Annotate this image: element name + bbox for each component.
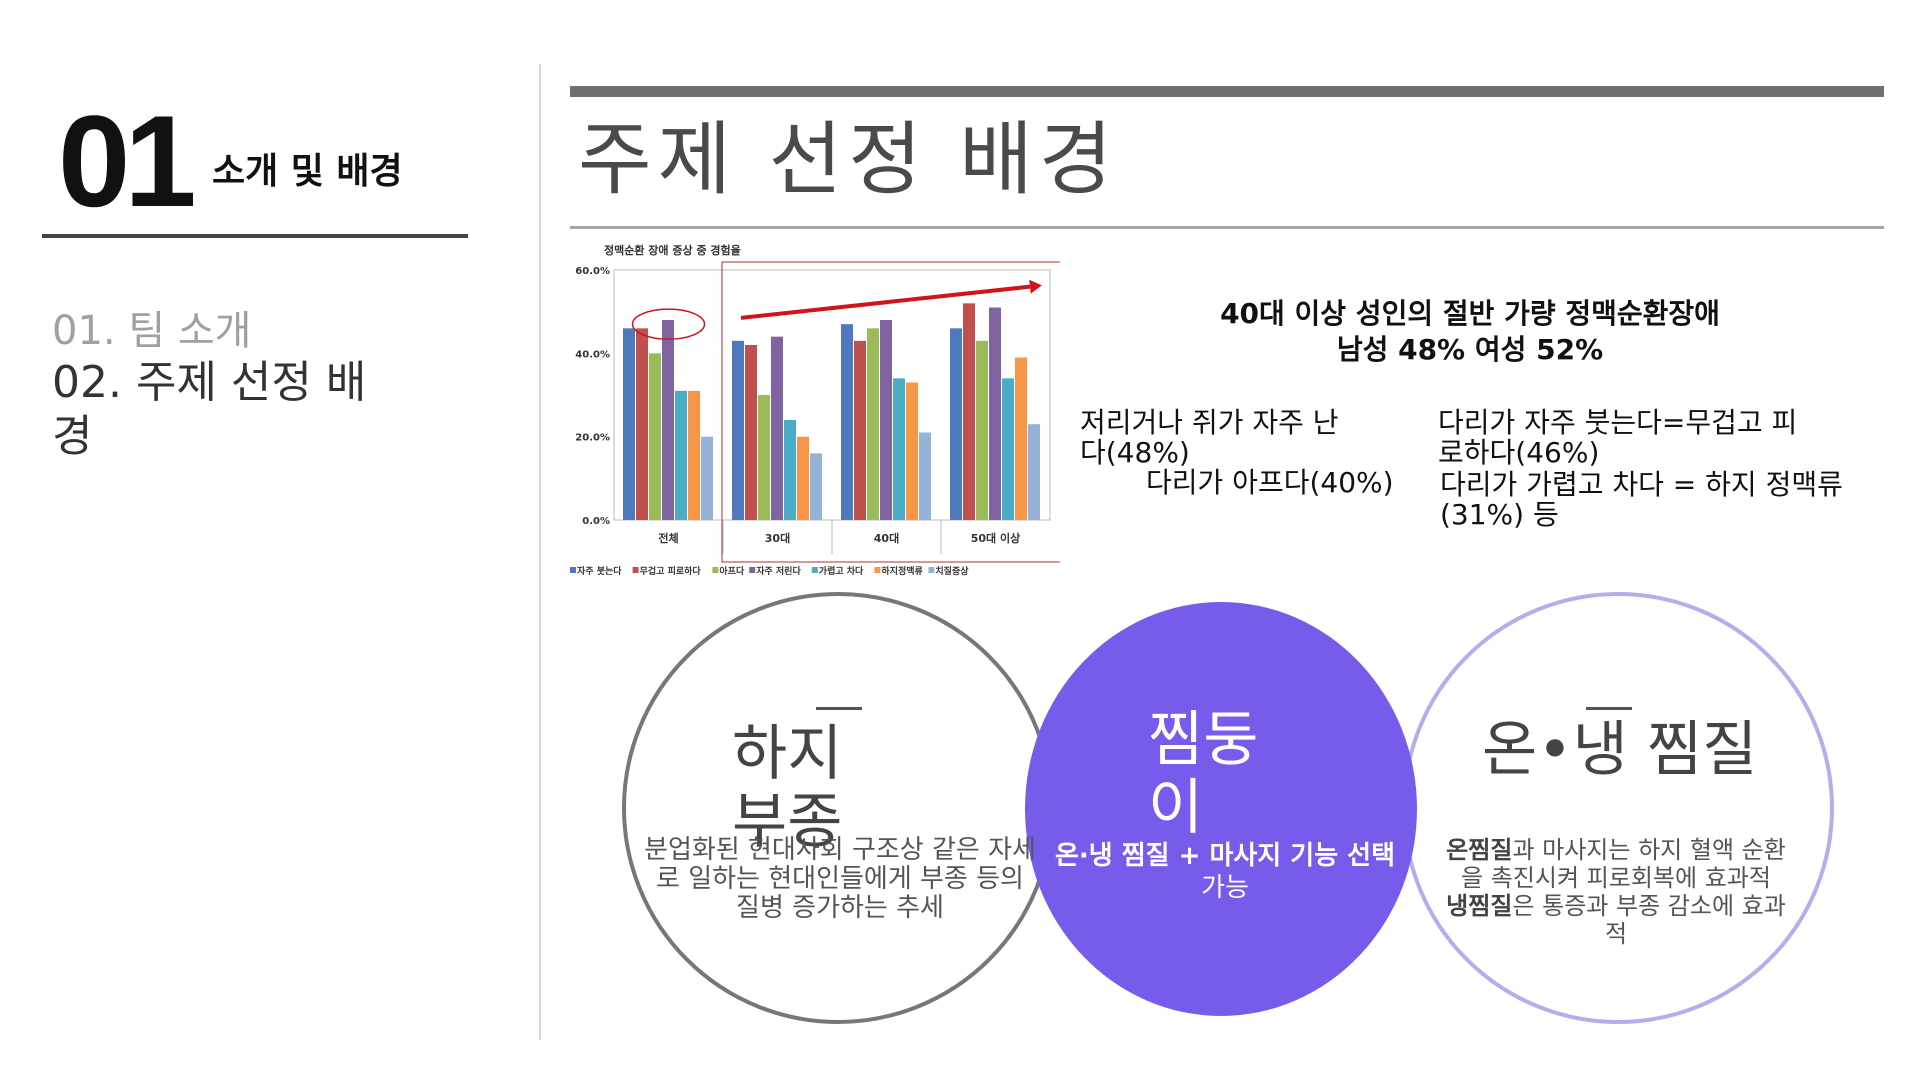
bar	[880, 320, 892, 520]
legend-entry: 자주 붓는다	[577, 565, 622, 577]
circle-center-body-rest: 가능	[1201, 873, 1249, 903]
trend-arrow	[740, 284, 1031, 320]
bar	[701, 436, 713, 520]
bar	[906, 382, 918, 520]
x-tick-label: 40대	[874, 531, 899, 545]
bar	[745, 345, 757, 520]
bar	[989, 307, 1001, 520]
bar	[841, 324, 853, 520]
bar	[1002, 378, 1014, 520]
circle-right-line-1: 온찜질과 마사지는 하지 혈액 순환을 촉진시켜 피로회복에 효과적	[1436, 836, 1796, 892]
legend-swatch	[811, 567, 818, 573]
header-bar	[570, 86, 1884, 97]
bar	[675, 390, 687, 520]
bar	[623, 328, 635, 520]
circle-product	[1025, 602, 1417, 1016]
y-tick-label: 0.0%	[582, 516, 610, 527]
section-divider	[42, 234, 468, 238]
bar	[688, 390, 700, 520]
bar	[950, 328, 962, 520]
x-tick-label: 전체	[658, 531, 678, 545]
legend-swatch	[928, 567, 935, 573]
circle-right-title: 온•냉 찜질	[1482, 715, 1758, 785]
age-group-box	[721, 261, 1060, 563]
circle-left-body: 분업화된 현대사회 구조상 같은 자세로 일하는 현대인들에게 부종 등의 질병…	[644, 835, 1036, 923]
symptom-text-4: 다리가 가렵고 차다 = 하지 정맥류(31%) 등	[1440, 468, 1843, 531]
vertical-divider	[539, 64, 541, 1040]
symptom-text-1: 저리거나 쥐가 자주 난다(48%)	[1080, 406, 1339, 469]
legend-entry: 자주 저린다	[756, 565, 801, 577]
bar	[963, 303, 975, 520]
symptom-text-2: 다리가 아프다(40%)	[1146, 466, 1394, 499]
legend-swatch	[712, 567, 719, 573]
y-tick-label: 60.0%	[575, 266, 610, 277]
page-title: 주제 선정 배경	[578, 113, 1119, 206]
bar	[919, 432, 931, 520]
legend-entry: 아프다	[719, 565, 745, 577]
symptom-bar-chart: 정맥순환 장애 증상 중 경험율 0.0% 20.0% 40.0% 60.0% 전체 30대…	[570, 243, 1060, 577]
legend-swatch	[632, 567, 639, 573]
trend-arrow-head	[1029, 279, 1042, 294]
legend-swatch	[749, 567, 756, 573]
bar	[649, 353, 661, 520]
highlight-ellipse	[631, 308, 706, 340]
bar	[636, 328, 648, 520]
bar	[758, 395, 770, 520]
bar	[662, 320, 674, 520]
symptom-text-3: 다리가 자주 붓는다=무겁고 피로하다(46%)	[1438, 406, 1798, 469]
bar	[867, 328, 879, 520]
legend-swatch	[874, 567, 881, 573]
circle-center-title: 찜둥이	[1148, 705, 1259, 843]
x-tick-label: 50대 이상	[971, 531, 1021, 545]
title-dash-mark	[816, 707, 862, 710]
bar	[784, 420, 796, 520]
bar	[797, 436, 809, 520]
bar	[854, 340, 866, 520]
circle-right-body: 온찜질과 마사지는 하지 혈액 순환을 촉진시켜 피로회복에 효과적 냉찜질은 …	[1436, 836, 1796, 948]
legend-entry: 무겁고 피로하다	[640, 565, 702, 577]
title-dash-mark	[1586, 707, 1632, 710]
circle-left-title: 하지 부종	[732, 719, 843, 857]
legend-entry: 치질증상	[935, 565, 969, 577]
legend-entry: 하지정맥류	[881, 565, 922, 577]
legend-entry: 가렵고 차다	[819, 565, 864, 577]
x-tick-label: 30대	[765, 531, 790, 545]
circle-right-line-2: 냉찜질은 통증과 부종 감소에 효과적	[1436, 892, 1796, 948]
headline: 40대 이상 성인의 절반 가량 정맥순환장애 남성 48% 여성 52%	[1120, 296, 1820, 368]
headline-line-2: 남성 48% 여성 52%	[1336, 333, 1604, 366]
bar	[893, 378, 905, 520]
circle-hot-cold-compress	[1402, 592, 1834, 1024]
hot-compress-label: 온찜질	[1446, 836, 1513, 864]
bar	[1015, 357, 1027, 520]
circle-center-body-bold: 온·냉 찜질 + 마사지 기능 선택	[1054, 841, 1396, 871]
y-tick-label: 40.0%	[575, 349, 610, 360]
y-tick-label: 20.0%	[575, 433, 610, 444]
circle-center-body: 온·냉 찜질 + 마사지 기능 선택 가능	[1050, 840, 1400, 904]
bar	[810, 453, 822, 520]
cold-compress-text: 은 통증과 부종 감소에 효과적	[1512, 892, 1786, 948]
cold-compress-label: 냉찜질	[1446, 892, 1513, 920]
header-divider	[570, 226, 1884, 229]
bar	[1028, 424, 1040, 520]
bar	[732, 340, 744, 520]
headline-line-1: 40대 이상 성인의 절반 가량 정맥순환장애	[1220, 297, 1720, 330]
nav-item-topic-background[interactable]: 02. 주제 선정 배경	[52, 357, 367, 462]
nav-item-team-intro[interactable]: 01. 팀 소개	[52, 308, 252, 354]
chart-title: 정맥순환 장애 증상 중 경험율	[604, 243, 741, 257]
section-title: 소개 및 배경	[212, 151, 403, 192]
section-number: 01	[58, 88, 197, 234]
bar	[976, 340, 988, 520]
hot-compress-text: 과 마사지는 하지 혈액 순환을 촉진시켜 피로회복에 효과적	[1461, 836, 1786, 892]
legend-swatch	[570, 567, 576, 573]
bar	[771, 336, 783, 520]
